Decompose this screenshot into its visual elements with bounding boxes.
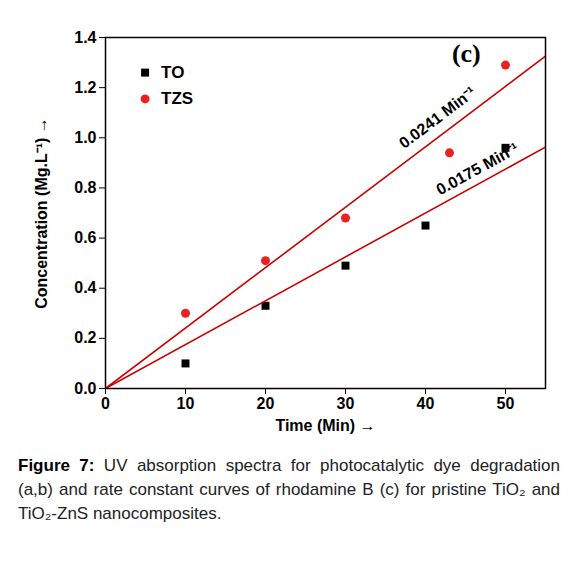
svg-text:(c): (c) bbox=[452, 39, 481, 68]
svg-text:10: 10 bbox=[177, 395, 195, 412]
svg-text:Concentration (Mg.L⁻¹) →: Concentration (Mg.L⁻¹) → bbox=[33, 117, 50, 309]
svg-text:Time (Min) →: Time (Min) → bbox=[275, 417, 375, 434]
svg-text:0.0: 0.0 bbox=[74, 380, 96, 397]
svg-text:TZS: TZS bbox=[161, 89, 193, 108]
svg-text:1.0: 1.0 bbox=[74, 129, 96, 146]
svg-text:0.0241 Min⁻¹: 0.0241 Min⁻¹ bbox=[396, 83, 479, 152]
svg-text:50: 50 bbox=[497, 395, 515, 412]
svg-text:0.0175 Min⁻¹: 0.0175 Min⁻¹ bbox=[433, 139, 521, 198]
svg-text:0.6: 0.6 bbox=[74, 229, 96, 246]
svg-text:1.2: 1.2 bbox=[74, 79, 96, 96]
svg-text:30: 30 bbox=[337, 395, 355, 412]
svg-text:40: 40 bbox=[417, 395, 435, 412]
svg-text:0: 0 bbox=[101, 395, 110, 412]
svg-text:0.2: 0.2 bbox=[74, 329, 96, 346]
svg-text:0.4: 0.4 bbox=[74, 279, 96, 296]
svg-text:1.4: 1.4 bbox=[74, 29, 96, 46]
svg-text:20: 20 bbox=[257, 395, 275, 412]
svg-text:TO: TO bbox=[161, 63, 184, 82]
svg-text:0.8: 0.8 bbox=[74, 179, 96, 196]
html-text:Figure 7: UV absorption spectr: Figure 7: UV absorption spectra for phot… bbox=[18, 456, 560, 523]
